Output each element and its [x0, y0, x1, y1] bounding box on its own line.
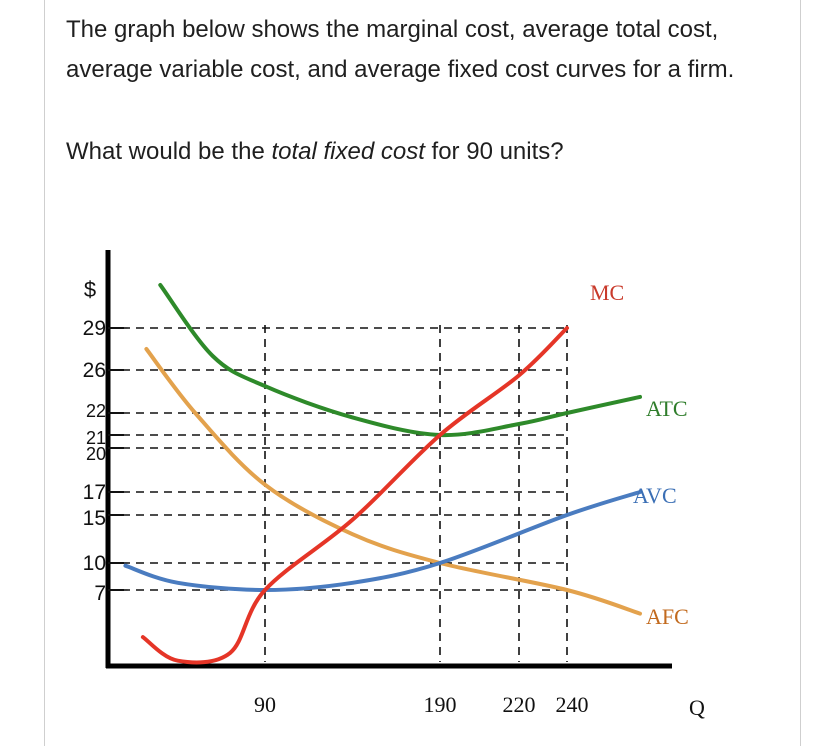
xtick-label-240: 240: [556, 692, 589, 717]
question-prompt: What would be the total fixed cost for 9…: [66, 138, 564, 165]
ytick-label-7: 7: [94, 582, 106, 605]
xtick-label-220: 220: [503, 692, 536, 717]
ytick-label-29: 29: [83, 317, 106, 340]
ytick-label-15: 15: [83, 507, 106, 530]
curve-avc: [123, 490, 642, 593]
curve-label-atc: ATC: [646, 396, 688, 421]
question-text: The graph below shows the marginal cost,…: [66, 10, 746, 172]
ytick-label-22: 22: [86, 401, 106, 421]
curve-label-afc: AFC: [646, 604, 689, 629]
ytick-label-26: 26: [83, 359, 106, 382]
emphasis-total-fixed-cost: total fixed cost: [271, 138, 425, 165]
curve-label-avc: AVC: [633, 483, 677, 508]
curve-afc: [144, 347, 642, 616]
y-axis-label: $: [84, 277, 96, 302]
xtick-label-90: 90: [254, 692, 276, 717]
curve-atc: [158, 283, 642, 438]
xtick-label-190: 190: [424, 692, 457, 717]
ytick-label-17: 17: [83, 481, 106, 504]
x-axis-label: Q: [689, 695, 705, 720]
question-card: [44, 0, 801, 746]
ytick-label-21: 21: [86, 428, 106, 448]
ytick-label-20: 20: [86, 444, 106, 464]
curve-label-mc: MC: [590, 280, 624, 305]
question-intro: The graph below shows the marginal cost,…: [66, 16, 735, 83]
curve-mc: [140, 326, 569, 665]
ytick-label-10: 10: [83, 552, 106, 575]
